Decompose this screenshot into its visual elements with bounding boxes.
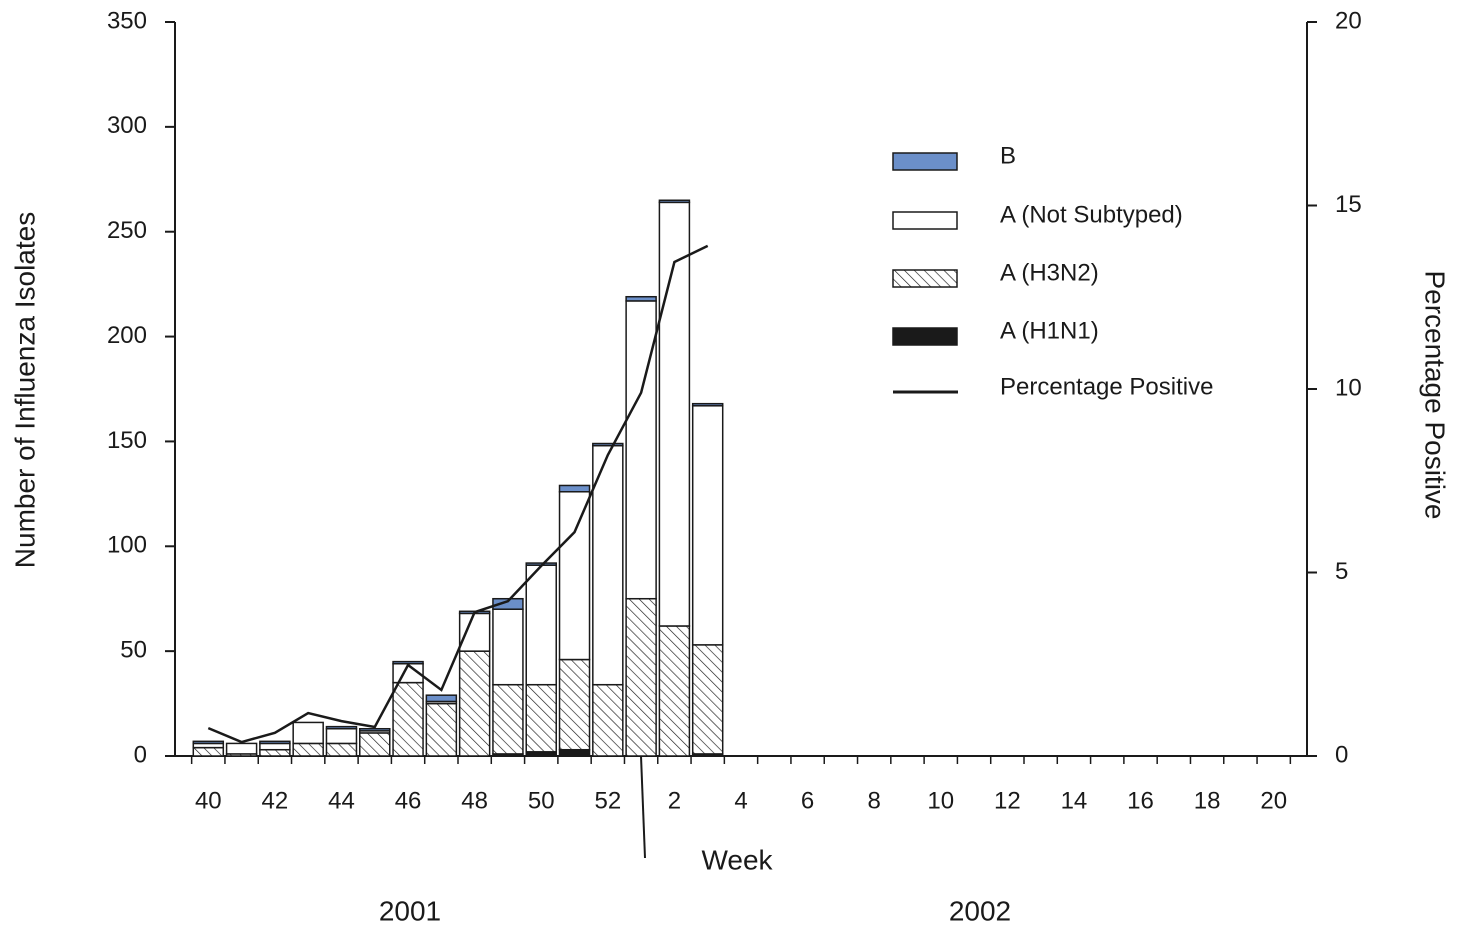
line-series bbox=[207, 244, 709, 744]
bar-segment bbox=[691, 402, 724, 407]
y2-tick-label: 15 bbox=[1335, 191, 1362, 218]
bar-segment bbox=[492, 597, 524, 610]
year-label: 2002 bbox=[949, 895, 1011, 926]
y-tick-label: 50 bbox=[120, 636, 147, 663]
x-tick-label: 42 bbox=[262, 787, 289, 814]
bar-segment bbox=[625, 295, 657, 302]
x-tick-label: 44 bbox=[328, 787, 355, 814]
x-axis-label: Week bbox=[701, 844, 773, 875]
bar-segment bbox=[359, 732, 391, 757]
x-tick-label: 4 bbox=[734, 787, 747, 814]
y-tick-label: 150 bbox=[107, 427, 147, 454]
x-tick-label: 6 bbox=[801, 787, 814, 814]
bar-segment bbox=[225, 742, 258, 755]
bar-segment bbox=[558, 491, 591, 661]
bar-segment bbox=[458, 612, 491, 652]
x-tick-label: 10 bbox=[927, 787, 954, 814]
bar-segment bbox=[292, 721, 324, 745]
x-tick-label: 52 bbox=[594, 787, 621, 814]
x-tick-label: 8 bbox=[867, 787, 880, 814]
y-tick-label: 0 bbox=[134, 741, 147, 768]
bar-segment bbox=[425, 702, 458, 757]
bar-segment bbox=[658, 199, 691, 204]
y-axis-label: Number of Influenza Isolates bbox=[9, 212, 40, 568]
bar-segment bbox=[592, 442, 624, 447]
x-tick-label: 48 bbox=[461, 787, 488, 814]
x-tick-label: 12 bbox=[994, 787, 1021, 814]
bar-segment bbox=[558, 748, 591, 757]
y2-tick-label: 10 bbox=[1335, 374, 1362, 401]
bar-segment bbox=[558, 658, 591, 751]
y-tick-label: 350 bbox=[107, 7, 147, 34]
legend-swatch bbox=[892, 152, 958, 171]
bar-segment bbox=[325, 725, 358, 730]
legend-label: Percentage Positive bbox=[1000, 373, 1213, 400]
year-divider bbox=[640, 755, 646, 859]
y-tick-label: 100 bbox=[107, 532, 147, 559]
bar-segment bbox=[558, 484, 591, 493]
x-tick-label: 40 bbox=[195, 787, 222, 814]
legend-label: A (H3N2) bbox=[1000, 259, 1099, 286]
y-tick-label: 300 bbox=[107, 112, 147, 139]
bar-segment bbox=[292, 742, 324, 757]
legend-swatch bbox=[892, 327, 958, 346]
bar-segment bbox=[425, 694, 458, 703]
bar-segment bbox=[192, 740, 225, 745]
bar-segment bbox=[458, 650, 491, 757]
legend-label: A (H1N1) bbox=[1000, 317, 1099, 344]
bar-segment bbox=[392, 660, 424, 665]
y2-tick-label: 5 bbox=[1335, 558, 1348, 585]
bar-segment bbox=[525, 564, 557, 686]
bar-segment bbox=[325, 727, 358, 745]
legend-label: B bbox=[1000, 142, 1016, 169]
bar-segment bbox=[392, 681, 424, 757]
x-tick-label: 14 bbox=[1061, 787, 1088, 814]
bar-segment bbox=[658, 201, 691, 627]
legend-label: A (Not Subtyped) bbox=[1000, 201, 1183, 228]
bar-segment bbox=[259, 742, 291, 751]
x-tick-label: 46 bbox=[395, 787, 422, 814]
bar-segment bbox=[492, 683, 524, 755]
bar-segment bbox=[658, 625, 691, 757]
bar-segment bbox=[525, 683, 557, 753]
legend-swatch bbox=[892, 269, 958, 288]
legend-swatch bbox=[892, 211, 958, 230]
bar-segment bbox=[625, 597, 657, 757]
y-tick-label: 200 bbox=[107, 322, 147, 349]
bar-segment bbox=[492, 608, 524, 686]
x-tick-label: 50 bbox=[528, 787, 555, 814]
bar-segment bbox=[259, 740, 291, 745]
y2-axis-label: Percentage Positive bbox=[1420, 270, 1451, 519]
x-tick-label: 16 bbox=[1127, 787, 1154, 814]
x-tick-label: 20 bbox=[1260, 787, 1287, 814]
bar-segment bbox=[192, 746, 225, 757]
bar-segment bbox=[625, 300, 657, 600]
y2-tick-label: 0 bbox=[1335, 741, 1348, 768]
bar-segment bbox=[325, 742, 358, 757]
bar-segment bbox=[592, 683, 624, 757]
bar-segment bbox=[259, 748, 291, 757]
bar-segment bbox=[691, 644, 724, 755]
x-tick-label: 2 bbox=[668, 787, 681, 814]
x-tick-label: 18 bbox=[1194, 787, 1221, 814]
bar-segment bbox=[592, 444, 624, 686]
year-label: 2001 bbox=[379, 895, 441, 926]
y-tick-label: 250 bbox=[107, 217, 147, 244]
bar-segment bbox=[691, 405, 724, 646]
y2-tick-label: 20 bbox=[1335, 7, 1362, 34]
bar-segment bbox=[359, 727, 391, 732]
